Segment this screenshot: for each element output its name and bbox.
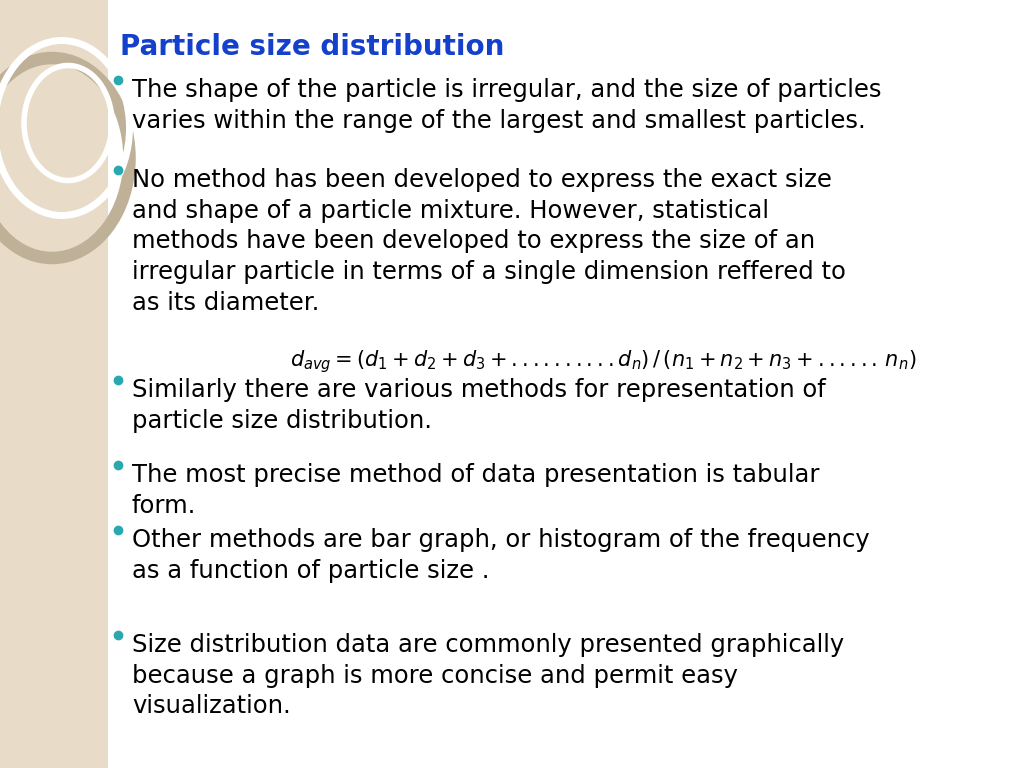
Text: Other methods are bar graph, or histogram of the frequency
as a function of part: Other methods are bar graph, or histogra… [132, 528, 869, 583]
Text: The most precise method of data presentation is tabular
form.: The most precise method of data presenta… [132, 463, 819, 518]
Text: The shape of the particle is irregular, and the size of particles
varies within : The shape of the particle is irregular, … [132, 78, 882, 133]
Text: No method has been developed to express the exact size
and shape of a particle m: No method has been developed to express … [132, 168, 846, 315]
Text: Similarly there are various methods for representation of
particle size distribu: Similarly there are various methods for … [132, 378, 825, 432]
Text: Particle size distribution: Particle size distribution [120, 33, 505, 61]
Text: Size distribution data are commonly presented graphically
because a graph is mor: Size distribution data are commonly pres… [132, 633, 844, 718]
Bar [0, 0, 108, 768]
Text: $d_{avg} = (d_1+d_2+d_3+..........d_n)\,/\,(n_1+n_2+n_3+......\,n_n)$: $d_{avg} = (d_1+d_2+d_3+..........d_n)\,… [290, 348, 916, 375]
